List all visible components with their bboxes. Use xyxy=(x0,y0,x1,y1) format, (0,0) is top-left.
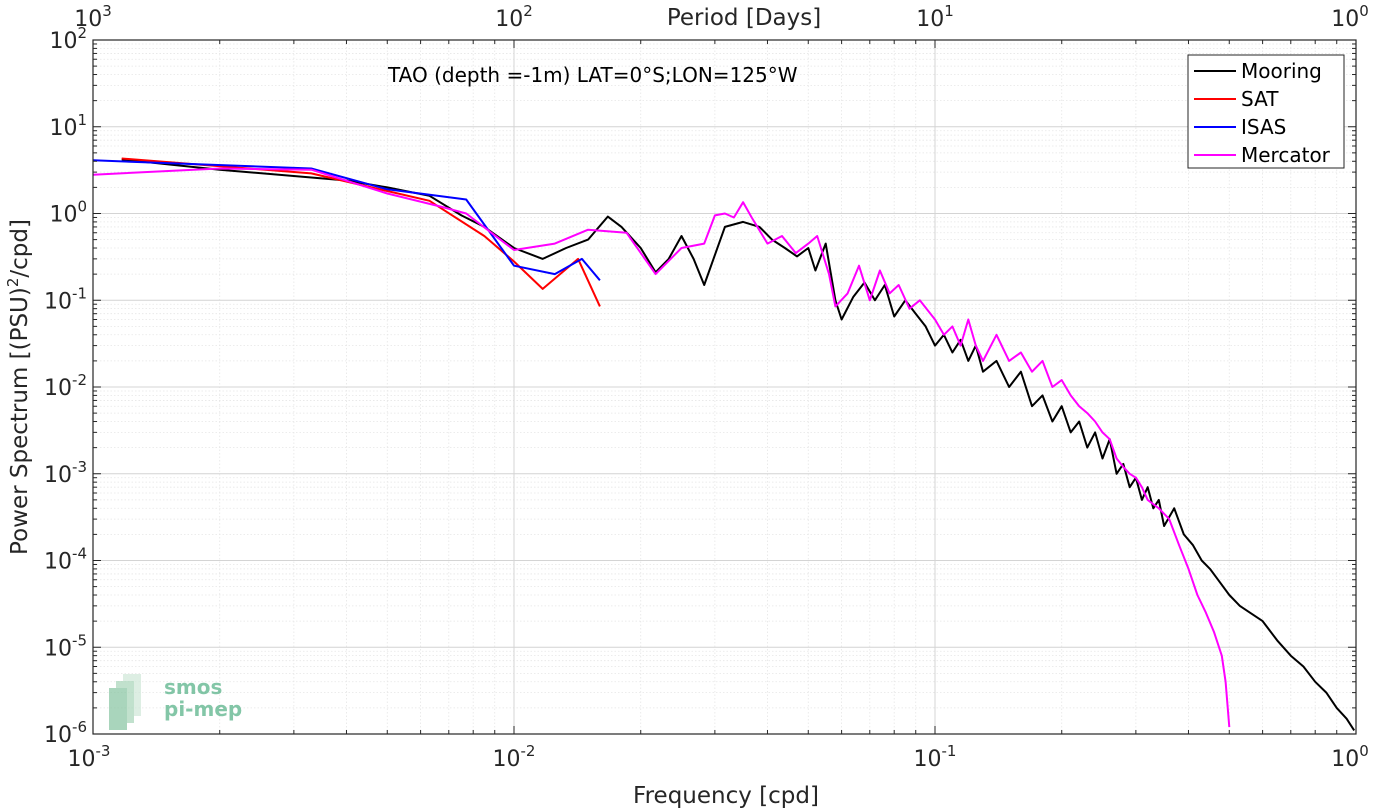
logo-text-smos: smos xyxy=(164,675,222,699)
y-tick-label: 10-6 xyxy=(44,718,87,748)
series-layer xyxy=(92,157,1356,731)
legend-label-sat: SAT xyxy=(1241,87,1279,111)
y-tick-label: 10-3 xyxy=(44,458,87,488)
smos-pi-mep-logo: smos pi-mep xyxy=(109,674,242,730)
series-line-mercator xyxy=(92,167,1231,728)
y-tick-label: 10-2 xyxy=(44,371,87,401)
legend-box xyxy=(1187,54,1345,169)
x-tick-label: 10-3 xyxy=(68,742,111,772)
chart-annotation: TAO (depth =-1m) LAT=0°S;LON=125°W xyxy=(387,63,798,87)
top-tick-label: 103 xyxy=(74,2,112,32)
legend: Mooring SAT ISAS Mercator xyxy=(1187,54,1345,169)
top-tick-label: 100 xyxy=(1331,2,1369,32)
logo-mark-front xyxy=(109,688,127,730)
x-axis-label: Frequency [cpd] xyxy=(633,783,819,809)
x-tick-label: 10-1 xyxy=(914,742,957,772)
top-tick-label: 101 xyxy=(916,2,954,32)
top-tick-label: 102 xyxy=(495,2,533,32)
y-tick-label: 10-5 xyxy=(44,631,87,661)
x-tick-label: 100 xyxy=(1331,742,1369,772)
y-axis-label: Power Spectrum [(PSU)2/cpd] xyxy=(4,219,33,555)
legend-label-isas: ISAS xyxy=(1241,115,1286,139)
x-tick-label: 10-2 xyxy=(493,742,536,772)
y-tick-label: 10-1 xyxy=(44,284,87,314)
y-tick-label: 100 xyxy=(49,198,87,228)
y-tick-label: 101 xyxy=(49,111,87,141)
y-tick-label: 10-4 xyxy=(44,545,87,575)
legend-label-mercator: Mercator xyxy=(1241,143,1331,167)
logo-text-pimep: pi-mep xyxy=(164,697,242,721)
top-axis-label: Period [Days] xyxy=(667,5,821,31)
tick-marks xyxy=(92,39,1357,735)
y-tick-label: 102 xyxy=(49,24,87,54)
legend-label-mooring: Mooring xyxy=(1241,59,1322,83)
